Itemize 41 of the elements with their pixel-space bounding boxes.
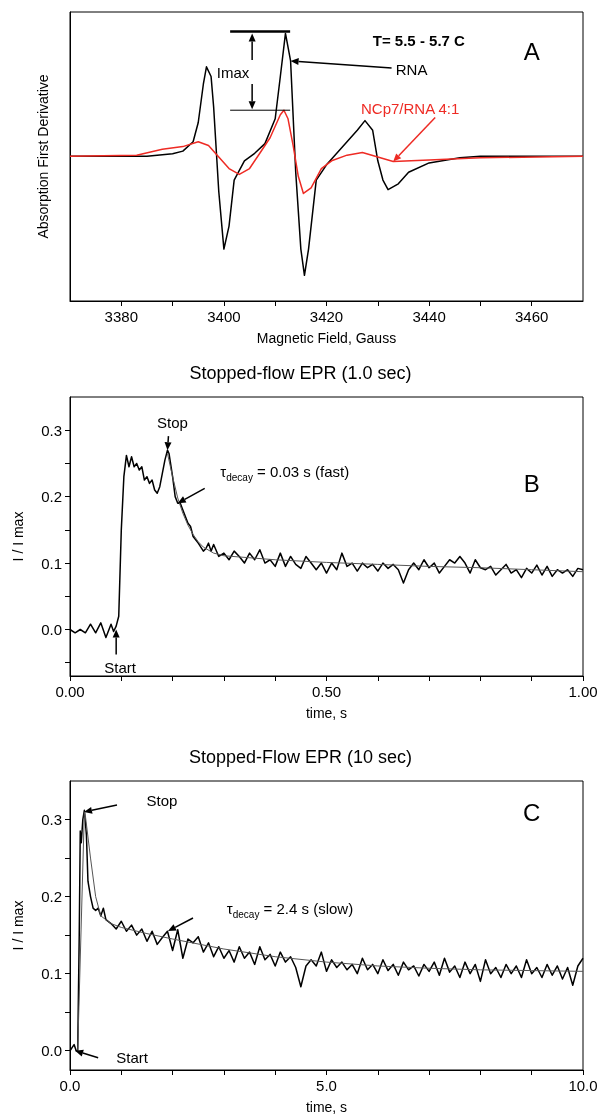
text: NCp7/RNA 4:1 <box>360 99 460 117</box>
x-tick-label: 3420 <box>309 308 344 325</box>
x-tick-label: 0.00 <box>55 683 85 700</box>
x-tick-label: 1.00 <box>568 683 598 700</box>
chart-title: Stopped-Flow EPR (10 sec) <box>188 747 413 767</box>
x-tick-label: 10.0 <box>568 1077 598 1094</box>
annotation: τ$_{decay}$ = 0.03 s (fast) <box>220 462 350 483</box>
x-tick-label: 3460 <box>515 308 549 325</box>
x-tick-label: 3440 <box>412 308 446 325</box>
text: RNA <box>395 60 428 78</box>
line-series <box>166 452 584 573</box>
y-tick-label: 0.1 <box>41 554 62 572</box>
annotation: Stop <box>146 791 178 809</box>
x-tick-label: 3380 <box>104 308 138 325</box>
chart-title: Stopped-flow EPR (1.0 sec) <box>189 363 412 383</box>
x-tick-label: 0.50 <box>311 683 342 700</box>
x-axis-title: time, s <box>305 705 348 721</box>
annotation: Start <box>104 658 136 675</box>
y-tick-label: 0.2 <box>41 488 62 506</box>
y-tick-label: 0.3 <box>41 811 62 829</box>
annotation: Stop <box>157 413 188 431</box>
y-axis-title: Absorption First Derivative <box>35 74 51 239</box>
annotation: τ$_{decay}$ = 2.4 s (slow) <box>226 899 354 920</box>
annotation: T= 5.5 - 5.7 C <box>372 31 465 49</box>
x-tick-label: 0.0 <box>59 1077 81 1094</box>
y-axis-title: I / I max <box>10 900 26 951</box>
y-tick-label: 0.1 <box>41 965 62 983</box>
annotation: B <box>523 470 540 498</box>
annotation: C <box>523 799 541 826</box>
x-axis-title: time, s <box>305 1099 348 1115</box>
annotation: Start <box>116 1048 148 1066</box>
y-axis-title: I / I max <box>10 511 26 562</box>
y-tick-label: 0.2 <box>41 888 62 906</box>
y-tick-label: 0.0 <box>41 1042 62 1060</box>
x-tick-label: 5.0 <box>316 1077 337 1094</box>
annotation: A <box>523 38 540 66</box>
annotation: Imax <box>216 63 250 81</box>
y-tick-label: 0.3 <box>41 421 62 439</box>
x-axis-title: Magnetic Field, Gauss <box>256 330 397 346</box>
x-tick-label: 3400 <box>207 308 241 325</box>
y-tick-label: 0.0 <box>41 621 62 638</box>
